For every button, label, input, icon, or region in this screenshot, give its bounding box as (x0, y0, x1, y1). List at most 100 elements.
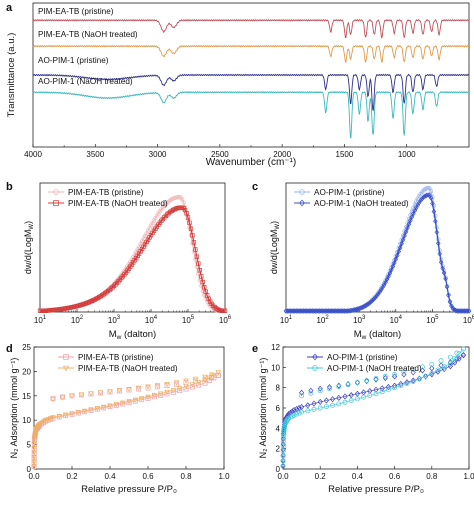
panel-c-marker-1-34 (308, 308, 314, 314)
panel-b-marker-1-218 (199, 274, 204, 279)
panel-c-xtick-label-6: 106 (463, 315, 474, 325)
panel-d-des-point-1-14 (88, 391, 94, 397)
panel-c-marker-1-222 (446, 292, 451, 298)
panel-d-ads-point-1-45 (183, 384, 189, 390)
panel-d-ads-point-1-33 (107, 403, 113, 409)
panel-c-marker-1-68 (333, 308, 339, 314)
panel-d-legend-marker-1 (63, 365, 69, 372)
panel-e-ads-point-0-30 (336, 394, 342, 401)
panel-e-ads-point-0-29 (330, 396, 336, 403)
panel-e-ads-point-1-26 (311, 406, 317, 412)
panel-e-ads-point-0-39 (392, 382, 398, 389)
panel-d-des-point-1-13 (97, 390, 104, 396)
panel-d-ytick-5-label: 5 (27, 441, 32, 450)
panel-d-ads-point-0-27 (69, 411, 75, 417)
panel-d-ads-point-0-39 (145, 395, 151, 401)
panel-b-marker-1-210 (193, 247, 198, 252)
panel-a-xtick-3500-label: 3500 (86, 150, 104, 159)
panel-c-marker-1-206 (434, 229, 440, 235)
panel-e-ads-point-1-28 (323, 404, 329, 410)
panel-c-marker-1-238 (457, 308, 463, 314)
panel-e-ads-point-1-41 (404, 381, 410, 387)
panel-c-marker-1-208 (436, 240, 441, 247)
panel-c-marker-1-154 (396, 248, 401, 255)
panel-c-marker-1-10 (291, 308, 296, 314)
panel-a-series-2 (33, 73, 470, 112)
panel-e-xtick-0.6-label: 0.6 (389, 472, 401, 481)
panel-e-ads-point-0-31 (342, 393, 348, 400)
panel-a-series-label-1: PIM-EA-TB (NaOH treated) (38, 30, 138, 39)
panel-a-series-1 (32, 44, 470, 64)
panel-e-ads-point-1-3 (280, 448, 286, 454)
panel-e-ads-point-1-49 (452, 356, 458, 361)
panel-a-xtick-2000-label: 2000 (273, 150, 291, 159)
panel-e-des-point-1-13 (345, 382, 351, 388)
panel-d-des-point-1-4 (183, 378, 189, 384)
panel-d-ads-point-0-40 (151, 394, 157, 400)
panel-e-legend-marker-1 (312, 365, 318, 371)
panel-e-ads-point-1-33 (354, 396, 360, 402)
panel-e-ads-point-0-33 (354, 390, 360, 397)
panel-c-marker-1-56 (324, 308, 330, 314)
panel-c-marker-0-198 (428, 189, 434, 194)
panel-d-ads-point-1-43 (170, 388, 177, 394)
panel-c-frame (285, 182, 470, 313)
panel-e-ytick-6-label: 6 (276, 404, 281, 413)
panel-d-ads-point-1-36 (126, 399, 132, 405)
panel-d-xtick-0.6-label: 0.6 (142, 472, 154, 481)
panel-e-des-point-1-2 (447, 354, 453, 360)
panel-d-ads-point-1-21 (42, 418, 49, 424)
panel-d-xtick-0.2-label: 0.2 (66, 472, 78, 481)
panel-c-letter: c (252, 181, 258, 193)
panel-d-ads-point-1-0 (31, 464, 37, 470)
panel-c-marker-1-144 (389, 267, 394, 273)
panel-c-marker-1-160 (400, 237, 406, 243)
panel-c-xtick-label-5: 105 (426, 315, 439, 325)
panel-d-ads-point-0-46 (189, 384, 195, 390)
panel-c-marker-1-104 (359, 304, 365, 311)
panel-a-series-3 (32, 91, 470, 139)
panel-e-xtick-1-label: 1.0 (463, 472, 474, 481)
panel-c-marker-1-242 (460, 308, 466, 314)
panel-c-marker-1-0 (283, 308, 289, 314)
panel-b-marker-1-212 (194, 254, 200, 259)
panel-e-ads-point-0-32 (348, 392, 354, 399)
panel-d-ads-point-0-34 (113, 402, 119, 408)
panel-c-marker-1-80 (342, 308, 347, 314)
panel-d-des-point-0-10 (126, 387, 132, 393)
panel-e-ads-point-1-32 (348, 398, 354, 403)
panel-e-ads-point-1-34 (361, 394, 367, 400)
panel-e-des-point-0-9 (382, 374, 388, 382)
panel-d-des-point-0-5 (174, 381, 179, 387)
panel-e-legend-marker-0 (312, 353, 318, 361)
panel-e-ads-point-1-46 (435, 367, 441, 373)
panel-c-marker-1-62 (329, 308, 334, 314)
panel-c-marker-1-172 (409, 214, 415, 220)
panel-d-ads-point-1-28 (75, 410, 82, 416)
panel-c-marker-1-110 (364, 302, 369, 308)
panel-d-des-point-0-0 (215, 372, 221, 378)
panel-c-xtick-label-1: 101 (280, 315, 293, 325)
panel-a-letter: a (6, 2, 13, 14)
panel-e-ads-point-0-21 (291, 406, 297, 414)
panel-e-des-point-1-12 (354, 380, 360, 386)
panel-c-marker-1-54 (323, 308, 328, 314)
panel-d-ads-point-1-44 (176, 386, 183, 392)
panel-c-marker-1-214 (440, 265, 445, 272)
panel-e-ads-point-0-27 (317, 398, 323, 405)
panel-a-xtick-3000-label: 3000 (149, 150, 167, 159)
panel-d-ytick-15-label: 15 (22, 392, 31, 401)
panel-e-ads-point-1-37 (379, 389, 385, 395)
panel-c-marker-0-194 (425, 185, 431, 191)
panel-e-ads-point-1-50 (456, 351, 462, 357)
panel-e-ads-point-1-40 (398, 383, 404, 389)
panel-c-marker-1-244 (462, 308, 467, 314)
panel-e-des-point-1-4 (429, 361, 435, 367)
panel-c-marker-1-248 (465, 308, 470, 314)
panel-c-marker-1-202 (431, 208, 437, 215)
panel-c-marker-1-224 (447, 299, 453, 305)
panel-e-ads-point-1-36 (373, 391, 379, 397)
panel-e-des-point-0-17 (308, 387, 314, 394)
panel-e-ads-point-1-23 (296, 410, 302, 416)
